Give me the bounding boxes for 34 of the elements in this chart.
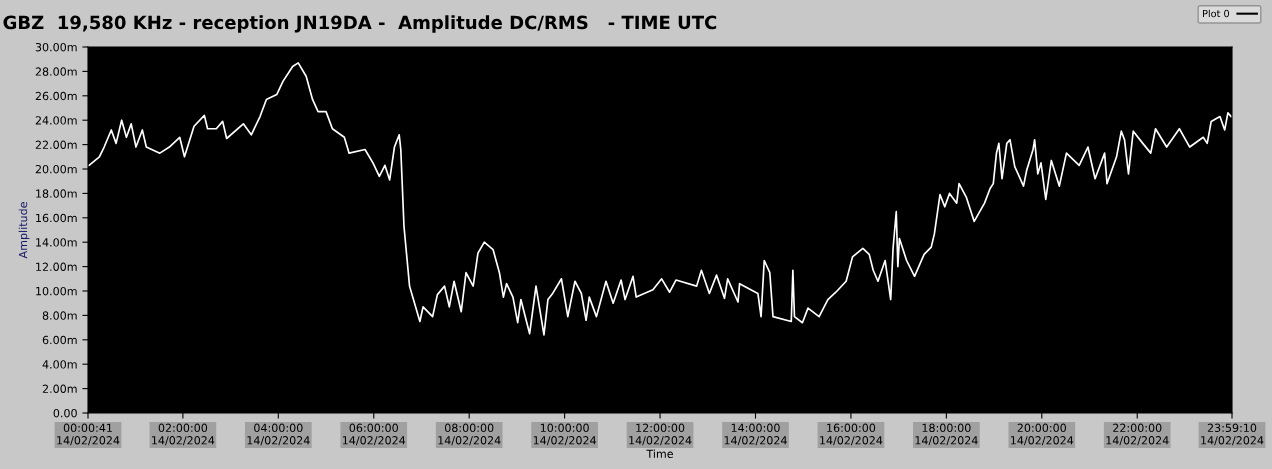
x-axis-title: Time [646,449,673,458]
line-series [88,62,1232,336]
y-tick-label: 22.00m [35,140,77,149]
y-tick-label: 20.00m [35,164,77,174]
x-tick-label: 10:00:00 14/02/2024 [533,423,597,446]
y-tick-label: 28.00m [35,67,77,76]
x-tick-label: 18:00:00 14/02/2024 [915,423,978,446]
y-tick-label: 18.00m [36,189,77,198]
x-tick-label: 20:00:00 14/02/2024 [1010,423,1074,446]
y-tick-label: 12.00m [36,262,77,271]
y-tick-label: 0.00 [53,408,77,418]
y-tick-label: 8.00m [42,311,77,320]
x-tick-label: 04:00:00 14/02/2024 [247,423,310,446]
y-tick-label: 16.00m [36,213,77,223]
x-tick-label: 06:00:00 14/02/2024 [342,423,406,446]
x-tick-label: 08:00:00 14/02/2024 [438,423,501,446]
y-tick-label: 6.00m [42,335,77,345]
y-tick-label: 4.00m [42,360,77,369]
y-tick-label: 30.00m [35,42,77,52]
y-tick-label: 10.00m [36,286,77,296]
x-tick-label: 02:00:00 14/02/2024 [152,423,215,446]
x-tick-label: 12:00:00 14/02/2024 [629,423,692,446]
text: Plot 0 [1203,9,1230,18]
x-tick-label: 22:00:00 14/02/2024 [1106,423,1169,446]
y-tick-label: 26.00m [35,91,77,101]
y-tick-label: 2.00m [42,384,77,393]
x-tick-label: 16:00:00 14/02/2024 [820,423,883,446]
y-axis-title: Amplitude [18,202,30,259]
chart-title: GBZ 19,580 KHz - reception JN19DA - Amplitude DC/RMS - TIME UTC [3,15,717,33]
y-tick-label: 14.00m [36,238,77,247]
x-tick-label: 00:00:41 14/02/2024 [57,423,120,446]
x-tick-label: 23:59:10 14/02/2024 [1201,423,1264,446]
y-tick-label: 24.00m [35,116,77,125]
x-tick-label: 14:00:00 14/02/2024 [724,423,787,446]
